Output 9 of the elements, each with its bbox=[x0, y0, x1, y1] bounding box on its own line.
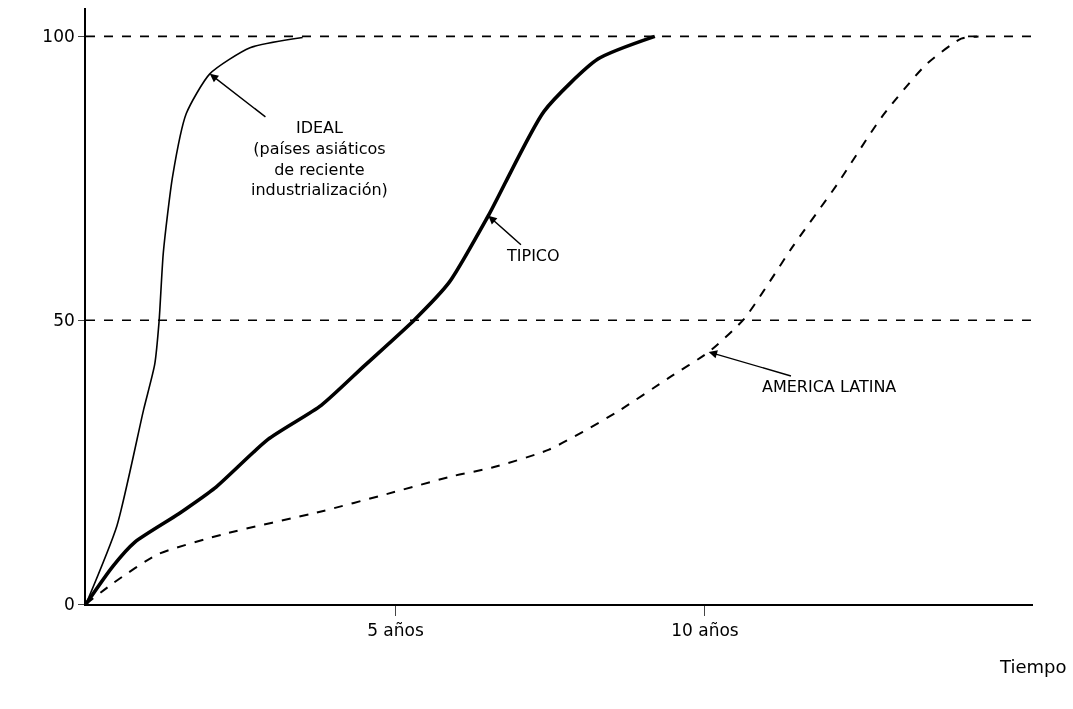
y-tick-label: 100 bbox=[42, 26, 75, 47]
y-tick-label: 50 bbox=[53, 310, 75, 331]
y-tick-label: 0 bbox=[63, 593, 75, 614]
x-axis-title: Tiempo bbox=[999, 656, 1067, 677]
annotation: AMERICA LATINA bbox=[762, 377, 897, 396]
annotation: IDEAL (países asiáticos de reciente industrialización) bbox=[251, 118, 388, 200]
x-tick-label: 10 años bbox=[671, 620, 739, 641]
annotation: TIPICO bbox=[506, 246, 560, 265]
x-tick-label: 5 años bbox=[367, 620, 424, 641]
